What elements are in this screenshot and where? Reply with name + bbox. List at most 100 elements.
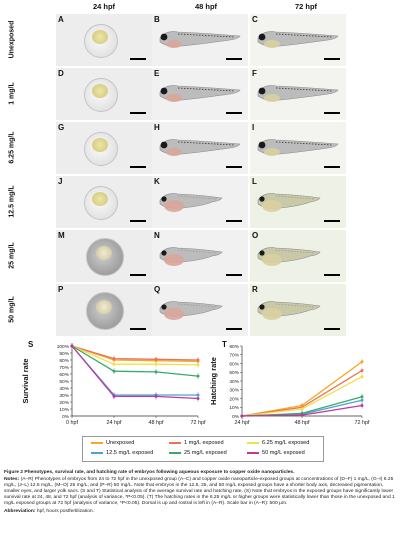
y-tick-label: 20% (59, 400, 69, 406)
x-tick-label: 0 hpf (66, 420, 78, 426)
panel-letter: J (58, 177, 63, 186)
data-point (154, 394, 158, 398)
data-point (240, 414, 244, 418)
survival-rate-chart: 0%10%20%30%40%50%60%70%80%90%100% 0 hpf 24… (21, 343, 206, 426)
legend-item: 25 mg/L exposed (169, 450, 227, 456)
scale-bar (226, 328, 242, 330)
legend-swatch (247, 452, 259, 454)
x-tick-label: 72 hpf (191, 420, 206, 426)
x-tick-label: 24 hpf (235, 420, 250, 426)
scale-bar (226, 166, 242, 168)
y-tick-label: 60% (229, 361, 239, 367)
phenotype-panel: N (152, 230, 248, 282)
y-tick-label: 40% (229, 379, 239, 385)
x-tick-label: 24 hpf (107, 420, 122, 426)
phenotype-panel: K (152, 176, 248, 228)
panel-letter: D (58, 69, 64, 78)
row-label-5: 50 mg/L (8, 296, 16, 323)
y-tick-label: 80% (229, 344, 239, 350)
scale-bar (130, 220, 146, 222)
y-tick-label: 50% (229, 370, 239, 376)
phenotype-panel: P (56, 284, 152, 336)
y-tick-label: 40% (59, 386, 69, 392)
legend-swatch (169, 442, 181, 444)
row-label-1: 1 mg/L (8, 82, 16, 105)
legend-item: 1 mg/L exposed (169, 440, 224, 446)
x-tick-label: 48 hpf (149, 420, 164, 426)
yolk-sac (92, 138, 108, 152)
column-header-48hpf: 48 hpf (194, 2, 218, 11)
y-tick-label: 10% (229, 405, 239, 411)
scale-bar (130, 166, 146, 168)
y-tick-label: 100% (57, 344, 70, 350)
column-header-24hpf: 24 hpf (92, 2, 116, 11)
data-point (112, 362, 116, 366)
y-axis-label: Hatching rate (209, 357, 218, 405)
larva-drawing (257, 139, 339, 156)
phenotype-panel: D (56, 68, 152, 120)
legend-swatch (247, 442, 259, 444)
data-point (196, 397, 200, 400)
legend-label: 25 mg/L exposed (184, 450, 227, 456)
scale-bar (324, 220, 340, 222)
panel-letter: E (154, 69, 160, 78)
legend-label: 12.5 mg/L exposed (106, 450, 154, 456)
scale-bar (324, 274, 340, 276)
panel-letter: L (252, 177, 257, 186)
series-line-2 (71, 345, 199, 366)
y-tick-label: 0% (62, 414, 70, 420)
larva-drawing (159, 301, 223, 320)
legend-item: 50 mg/L exposed (247, 450, 305, 456)
scale-bar (324, 58, 340, 60)
legend-item: 12.5 mg/L exposed (91, 450, 153, 456)
series-line-3 (71, 345, 198, 396)
yolk-sac (92, 192, 108, 206)
chart-s-letter: S (28, 340, 34, 349)
legend-label: Unexposed (106, 440, 135, 446)
larva-drawing (159, 247, 223, 266)
yolk-sac (92, 84, 108, 98)
row-label-2: 6.25 mg/L (8, 131, 16, 164)
figure-caption: Figure 2 Phenotypes, survival rate, and … (4, 470, 400, 516)
phenotype-panel: G (56, 122, 152, 174)
data-point (300, 413, 304, 417)
scale-bar (226, 274, 242, 276)
data-point (196, 358, 200, 362)
phenotype-panel: R (250, 284, 346, 336)
caption-abbr-label: Abbreviation: (4, 508, 36, 514)
y-tick-label: 70% (59, 365, 69, 371)
yolk-sac (96, 300, 112, 314)
panel-letter: F (252, 69, 257, 78)
panel-letter: R (252, 285, 258, 294)
y-tick-label: 10% (59, 407, 69, 413)
yolk-sac (92, 30, 108, 44)
panel-letter: K (154, 177, 160, 186)
phenotype-panel: B (152, 14, 248, 66)
data-point (360, 375, 364, 379)
phenotype-panel: H (152, 122, 248, 174)
scale-bar (324, 112, 340, 114)
phenotype-panel: M (56, 230, 152, 282)
series-line-1 (71, 345, 199, 361)
column-header-72hpf: 72 hpf (294, 2, 318, 11)
caption-title: Figure 2 Phenotypes, survival rate, and … (4, 470, 295, 475)
y-axis-label: Survival rate (21, 358, 30, 403)
y-tick-label: 0% (232, 414, 240, 420)
caption-notes: (A–R) Phenotypes of embryos from 24 to 7… (4, 477, 395, 507)
row-label-0: Unexposed (8, 20, 16, 59)
y-tick-label: 70% (229, 353, 239, 359)
scale-bar (130, 58, 146, 60)
chart-t-letter: T (222, 340, 227, 349)
panel-letter: H (154, 123, 160, 132)
y-tick-label: 20% (229, 396, 239, 402)
larva-drawing (159, 139, 241, 156)
scale-bar (324, 328, 340, 330)
chart-legend: Unexposed 1 mg/L exposed 6.25 mg/L exposed… (82, 436, 324, 462)
y-tick-label: 60% (59, 372, 69, 378)
data-point (360, 395, 364, 399)
panel-letter: C (252, 15, 258, 24)
legend-swatch (169, 452, 181, 454)
data-point (360, 398, 364, 402)
series-line-4 (71, 345, 199, 377)
y-tick-label: 50% (59, 379, 69, 385)
